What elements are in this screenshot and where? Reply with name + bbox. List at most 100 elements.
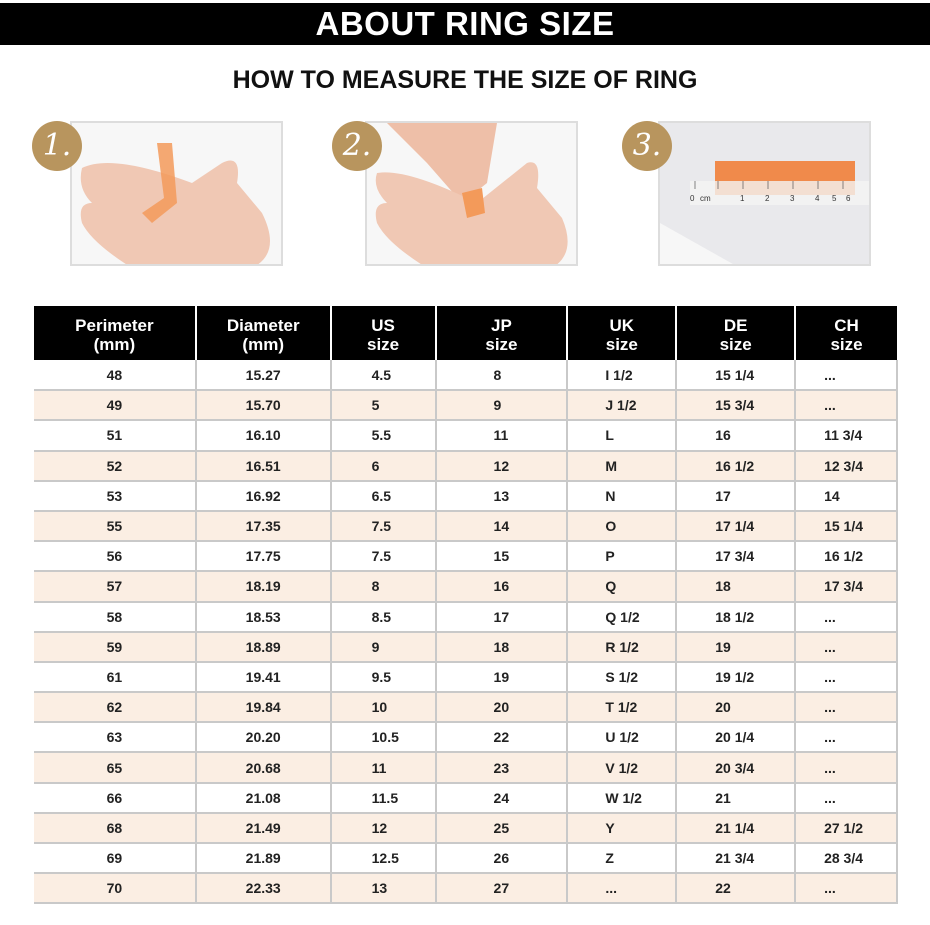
table-row: 68 21.49 12 25 Y 21 1/4 27 1/2 bbox=[34, 812, 898, 845]
table-cell: 16.51 bbox=[195, 450, 332, 482]
table-cell: ... bbox=[795, 873, 898, 905]
ruler-label: 3 bbox=[790, 194, 795, 203]
table-cell: ... bbox=[795, 631, 898, 663]
table-cell: 53 bbox=[34, 480, 197, 512]
table-row: 69 21.89 12.5 26 Z 21 3/4 28 3/4 bbox=[34, 843, 898, 875]
table-cell: 48 bbox=[34, 360, 197, 392]
table-cell: ... bbox=[795, 661, 898, 694]
table-cell: 21.89 bbox=[195, 843, 332, 875]
table-row: 48 15.27 4.5 8 I 1/2 15 1/4... bbox=[34, 360, 898, 392]
header-line: Diameter bbox=[226, 316, 300, 335]
table-cell: 16 bbox=[435, 571, 569, 603]
table-cell: 51 bbox=[34, 420, 197, 452]
table-cell: ... bbox=[795, 782, 898, 814]
table-cell: U 1/2 bbox=[567, 722, 678, 754]
table-cell: P bbox=[567, 541, 678, 573]
table-row: 65 20.68 11 23 V 1/2 20 3/4... bbox=[34, 752, 898, 784]
table-row: 59 18.89 9 18 R 1/2 19... bbox=[34, 631, 898, 663]
table-cell: ... bbox=[567, 873, 678, 905]
table-cell: 21 3/4 bbox=[676, 843, 797, 875]
table-cell: 12 bbox=[435, 450, 569, 482]
ruler-label: 5 bbox=[832, 194, 837, 203]
table-cell: 27 1/2 bbox=[795, 812, 898, 845]
table-cell: 11 3/4 bbox=[795, 420, 898, 452]
table-cell: R 1/2 bbox=[567, 631, 678, 663]
table-cell: 10 bbox=[330, 692, 437, 724]
ruler-label: 2 bbox=[765, 194, 770, 203]
header-line: size bbox=[719, 335, 752, 354]
hand-wrap-image bbox=[80, 143, 270, 264]
table-cell: 49 bbox=[34, 390, 197, 422]
table-cell: ... bbox=[795, 692, 898, 724]
header-line: size bbox=[605, 335, 638, 354]
table-cell: O bbox=[567, 510, 678, 543]
table-cell: 15.70 bbox=[195, 390, 332, 422]
table-row: 52 16.51 6 12 M 16 1/2 12 3/4 bbox=[34, 450, 898, 482]
column-header: CH size bbox=[794, 306, 897, 360]
table-cell: Q bbox=[567, 571, 678, 603]
table-cell: 10.5 bbox=[330, 722, 437, 754]
table-cell: 65 bbox=[34, 752, 197, 784]
table-cell: 16 1/2 bbox=[676, 450, 797, 482]
table-cell: 11.5 bbox=[330, 782, 437, 814]
column-header: DE size bbox=[675, 306, 796, 360]
header-line: size bbox=[485, 335, 518, 354]
table-cell: ... bbox=[795, 722, 898, 754]
table-cell: 19 bbox=[676, 631, 797, 663]
table-cell: 11 bbox=[435, 420, 569, 452]
step-1-photo bbox=[70, 121, 283, 266]
table-cell: 5.5 bbox=[330, 420, 437, 452]
table-cell: 9.5 bbox=[330, 661, 437, 694]
table-cell: 6 bbox=[330, 450, 437, 482]
table-cell: 62 bbox=[34, 692, 197, 724]
table-cell: 15 3/4 bbox=[676, 390, 797, 422]
ruler-label: 4 bbox=[815, 194, 820, 203]
step-badge-3: 3. bbox=[622, 121, 672, 171]
table-cell: 16.92 bbox=[195, 480, 332, 512]
table-cell: T 1/2 bbox=[567, 692, 678, 724]
header-line: US bbox=[371, 316, 395, 335]
table-row: 56 17.75 7.5 15 P 17 3/4 16 1/2 bbox=[34, 541, 898, 573]
table-cell: 69 bbox=[34, 843, 197, 875]
header-line: (mm) bbox=[242, 335, 284, 354]
header-line: DE bbox=[723, 316, 748, 335]
table-cell: 4.5 bbox=[330, 360, 437, 392]
table-cell: 9 bbox=[435, 390, 569, 422]
table-cell: 21 bbox=[676, 782, 797, 814]
header-line: UK bbox=[609, 316, 635, 335]
step-3-photo: 0 cm 1 2 3 4 5 6 bbox=[658, 121, 871, 266]
table-cell: 55 bbox=[34, 510, 197, 543]
table-cell: N bbox=[567, 480, 678, 512]
table-cell: 68 bbox=[34, 812, 197, 845]
table-cell: 13 bbox=[330, 873, 437, 905]
table-cell: 13 bbox=[435, 480, 569, 512]
table-cell: 18 1/2 bbox=[676, 601, 797, 633]
table-cell: 16.10 bbox=[195, 420, 332, 452]
table-cell: 19 bbox=[435, 661, 569, 694]
table-cell: 12 3/4 bbox=[795, 450, 898, 482]
table-cell: ... bbox=[795, 601, 898, 633]
table-row: 63 20.20 10.5 22 U 1/2 20 1/4... bbox=[34, 722, 898, 754]
table-cell: 19.84 bbox=[195, 692, 332, 724]
table-cell: Z bbox=[567, 843, 678, 875]
header-line: CH bbox=[834, 316, 859, 335]
header-line: size bbox=[830, 335, 863, 354]
table-cell: 20 3/4 bbox=[676, 752, 797, 784]
table-cell: 22 bbox=[676, 873, 797, 905]
table-cell: 22 bbox=[435, 722, 569, 754]
table-cell: 20 bbox=[676, 692, 797, 724]
table-cell: 21.49 bbox=[195, 812, 332, 845]
header-line: JP bbox=[491, 316, 512, 335]
ruler-label: cm bbox=[700, 194, 711, 203]
table-row: 55 17.35 7.5 14 O 17 1/4 15 1/4 bbox=[34, 510, 898, 543]
table-cell: 15 1/4 bbox=[676, 360, 797, 392]
table-row: 57 18.19 8 16 Q 18 17 3/4 bbox=[34, 571, 898, 603]
table-cell: 7.5 bbox=[330, 510, 437, 543]
page-subtitle: HOW TO MEASURE THE SIZE OF RING bbox=[232, 66, 698, 94]
table-cell: 70 bbox=[34, 873, 197, 905]
table-cell: 20 1/4 bbox=[676, 722, 797, 754]
ruler-label: 1 bbox=[740, 194, 745, 203]
ruler-label: 0 bbox=[690, 194, 695, 203]
table-cell: 8.5 bbox=[330, 601, 437, 633]
table-cell: 18 bbox=[676, 571, 797, 603]
